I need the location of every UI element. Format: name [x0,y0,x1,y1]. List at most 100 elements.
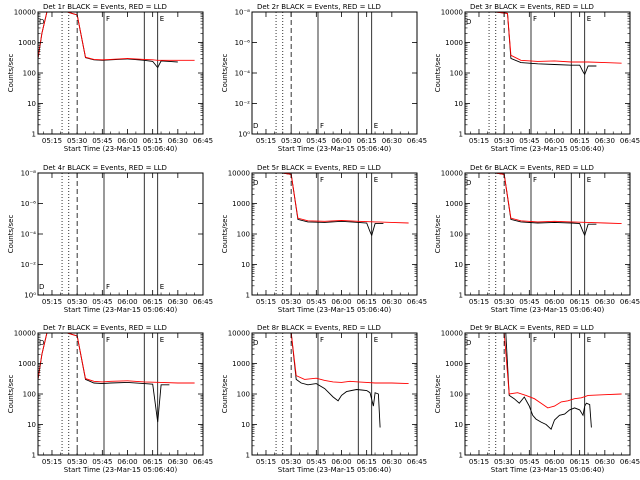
x-tick-label: 06:15 [143,137,163,145]
x-tick-label: 06:15 [570,298,590,306]
event-marker-label: E [587,176,591,184]
event-marker-label: F [533,15,537,23]
x-tick-label: 05:15 [42,298,62,306]
event-marker-label: D [253,339,258,347]
plot-frame [37,172,204,296]
y-axis-label: Counts/sec [7,375,15,414]
panel-title: Det 7r BLACK = Events, RED = LLD [43,324,167,332]
x-tick-label: 06:00 [331,137,351,145]
x-tick-label: 05:45 [519,298,539,306]
plot-frame [464,332,631,456]
lld-series-line [252,173,409,224]
x-tick-label: 06:45 [620,458,640,466]
x-tick-label: 06:45 [620,137,640,145]
event-marker-label: F [106,283,110,291]
x-tick-label: 06:30 [382,298,402,306]
panel-title: Det 5r BLACK = Events, RED = LLD [257,164,381,172]
x-tick-label: 06:45 [620,298,640,306]
plot-frame [464,172,631,296]
x-axis-label: Start Time (23-Mar-15 05:06:40) [278,466,392,474]
y-tick-label: 10000 [14,330,36,338]
y-tick-label: 100 [23,391,36,399]
y-tick-label: 1000 [18,360,36,368]
y-tick-label: 10 [454,421,463,429]
events-series-line [252,333,381,428]
x-axis-label: Start Time (23-Mar-15 05:06:40) [64,306,178,314]
x-tick-label: 05:15 [256,458,276,466]
panel-title: Det 8r BLACK = Events, RED = LLD [257,324,381,332]
detector-panel: Det 8r BLACK = Events, RED = LLD D F E 1 10 10… [221,324,427,474]
x-tick-label: 06:15 [570,137,590,145]
x-axis-label: Start Time (23-Mar-15 05:06:40) [278,145,392,153]
y-tick-label: 1000 [232,200,250,208]
x-tick-label: 06:30 [382,458,402,466]
panel-title: Det 9r BLACK = Events, RED = LLD [470,324,594,332]
y-tick-label: 1 [459,292,463,300]
x-tick-label: 05:30 [494,458,514,466]
x-tick-label: 05:30 [67,298,87,306]
x-axis-label: Start Time (23-Mar-15 05:06:40) [491,466,605,474]
y-tick-label: 100 [237,391,250,399]
panel-title: Det 4r BLACK = Events, RED = LLD [43,164,167,172]
y-tick-label: 10000 [14,9,36,17]
x-tick-label: 06:45 [193,458,213,466]
x-tick-label: 05:45 [306,458,326,466]
x-tick-label: 06:30 [168,298,188,306]
x-tick-label: 06:00 [331,458,351,466]
detector-panel: Det 4r BLACK = Events, RED = LLD D F E 10⁰ 10… [7,164,213,314]
y-axis-label: Counts/sec [434,215,442,254]
x-axis-label: Start Time (23-Mar-15 05:06:40) [64,466,178,474]
x-tick-label: 06:30 [595,298,615,306]
y-axis-label: Counts/sec [434,54,442,93]
x-tick-label: 05:30 [281,298,301,306]
plot-frame [251,11,418,135]
event-marker-label: D [253,122,258,130]
y-tick-label: 1 [246,452,250,460]
x-tick-label: 06:00 [117,458,137,466]
event-marker-label: E [374,122,378,130]
y-tick-label: 10⁻² [235,100,251,108]
event-marker-label: D [39,339,44,347]
x-tick-label: 05:15 [469,458,489,466]
y-tick-label: 10 [454,261,463,269]
y-tick-label: 1 [459,131,463,139]
event-marker-label: E [160,283,164,291]
x-tick-label: 05:15 [42,137,62,145]
lld-series-line [252,333,409,385]
x-axis-label: Start Time (23-Mar-15 05:06:40) [491,306,605,314]
x-tick-label: 06:00 [117,298,137,306]
x-tick-label: 06:15 [357,458,377,466]
y-axis-label: Counts/sec [434,375,442,414]
events-series-line [38,333,170,423]
lld-series-line [465,173,622,225]
x-tick-label: 06:30 [168,137,188,145]
event-marker-label: F [106,15,110,23]
x-tick-label: 06:15 [357,137,377,145]
x-axis-label: Start Time (23-Mar-15 05:06:40) [278,306,392,314]
x-tick-label: 05:15 [469,298,489,306]
event-marker-label: D [466,18,471,26]
y-tick-label: 10⁻⁸ [235,9,251,17]
y-tick-label: 100 [237,231,250,239]
x-tick-label: 05:15 [469,137,489,145]
lld-series-line [38,12,195,61]
events-series-line [465,333,592,430]
y-tick-label: 1 [32,131,36,139]
y-tick-label: 10⁰ [238,131,250,139]
y-tick-label: 1000 [445,200,463,208]
event-marker-label: F [533,176,537,184]
detector-panel: Det 3r BLACK = Events, RED = LLD D F E 1 10 10… [434,3,640,153]
panel-title: Det 3r BLACK = Events, RED = LLD [470,3,594,11]
x-tick-label: 05:45 [306,298,326,306]
detector-panel: Det 7r BLACK = Events, RED = LLD D F E 1 10 10… [7,324,213,474]
x-tick-label: 05:30 [67,458,87,466]
plot-frame [37,11,204,135]
event-marker-label: E [374,176,378,184]
x-tick-label: 05:30 [494,298,514,306]
y-tick-label: 100 [450,391,463,399]
x-tick-label: 05:15 [42,458,62,466]
y-tick-label: 10000 [228,170,250,178]
plot-frame [251,172,418,296]
event-marker-label: F [320,176,324,184]
